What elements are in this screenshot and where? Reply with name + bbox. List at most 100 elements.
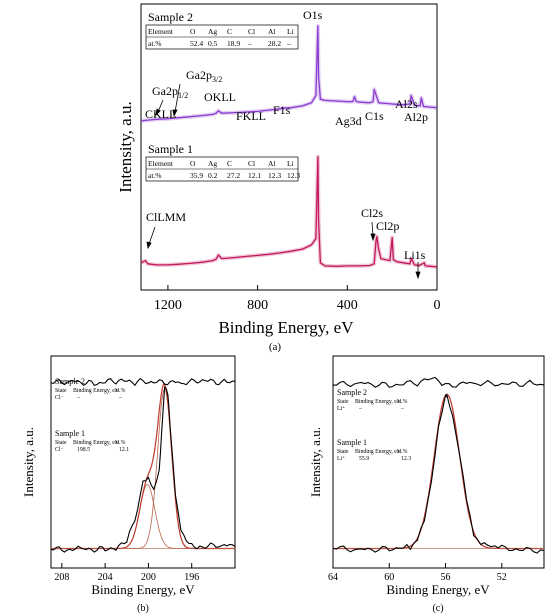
table-sample-1-header-3: C bbox=[227, 159, 232, 168]
panel-b-ylabel: Intensity, a.u. bbox=[21, 427, 36, 497]
panel-a-xlabel: Binding Energy, eV bbox=[218, 318, 354, 337]
panel-c-table-0-header-1: Binding Energy, eV bbox=[355, 399, 402, 405]
table-sample-2-cell-0: at.% bbox=[148, 39, 162, 48]
panel-b-table-1-header-0: State bbox=[55, 440, 67, 446]
panel-b-table-0-header-2: at.% bbox=[115, 388, 126, 394]
table-sample-1-cell-6: 12.3 bbox=[287, 171, 300, 180]
panel-a-tick-label-1200: 1200 bbox=[154, 298, 182, 313]
panel-b-fit-envelope bbox=[51, 383, 235, 550]
panel-b-tick-label-208: 208 bbox=[54, 572, 69, 583]
panel-c-tick-label-64: 64 bbox=[328, 572, 338, 583]
table-sample-1-cell-3: 27.2 bbox=[227, 171, 240, 180]
panel-b-caption: (b) bbox=[137, 603, 149, 614]
panel-c-table-0-header-2: at.% bbox=[397, 399, 408, 405]
panel-c-fit-envelope bbox=[333, 393, 543, 550]
panel-a-series-sample-2 bbox=[140, 25, 438, 122]
table-sample-1-cell-2: 0.2 bbox=[208, 171, 218, 180]
table-sample-2-header-5: Al bbox=[268, 27, 276, 36]
table-sample-1-cell-1: 35.9 bbox=[190, 171, 203, 180]
panel-b-table-title-1: Sample 1 bbox=[55, 429, 85, 438]
panel-c: 64 60 56 52 Binding Energy, eV Intensity, a… bbox=[308, 355, 545, 614]
table-sample-1-cell-4: 12.1 bbox=[248, 171, 261, 180]
table-sample-2-header-4: Cl bbox=[248, 27, 255, 36]
panel-c-tick-label-56: 56 bbox=[441, 572, 451, 583]
peak-label-ga2p12: Ga2p1/2 bbox=[152, 84, 188, 100]
peak-label-ag3d: Ag3d bbox=[335, 114, 362, 128]
peak-label-al2p: Al2p bbox=[404, 110, 428, 124]
peak-label-ckll: CKLL bbox=[145, 107, 176, 121]
panel-b-table-1-header-2: at.% bbox=[115, 440, 126, 446]
panel-b-table-0-cell-1: – bbox=[76, 395, 80, 401]
table-sample-2-cell-6: – bbox=[286, 39, 291, 48]
table-sample-2-header-1: O bbox=[190, 27, 196, 36]
table-sample-2-header-0: Element bbox=[148, 27, 174, 36]
table-sample-2-cell-2: 0.5 bbox=[208, 39, 218, 48]
peak-label-okll: OKLL bbox=[204, 90, 236, 104]
panel-c-table-1-header-1: Binding Energy, eV bbox=[355, 449, 402, 455]
panel-c-table-0-cell-1: – bbox=[358, 406, 362, 412]
panel-a-tick-label-0: 0 bbox=[434, 298, 441, 313]
peak-label-o1s: O1s bbox=[303, 8, 323, 22]
table-sample-2-cell-4: – bbox=[247, 39, 252, 48]
peak-label-f1s: F1s bbox=[273, 103, 291, 117]
peak-label-cl2s: Cl2s bbox=[361, 206, 383, 220]
table-sample-1-header-2: Ag bbox=[208, 159, 217, 168]
table-title-sample-1: Sample 1 bbox=[148, 142, 193, 156]
table-sample-2-header-2: Ag bbox=[208, 27, 217, 36]
panel-c-tick-label-52: 52 bbox=[497, 572, 507, 583]
table-sample-2-cell-5: 28.2 bbox=[268, 39, 281, 48]
panel-c-table-1-header-0: State bbox=[337, 449, 349, 455]
panel-c-series-sample-2 bbox=[332, 376, 545, 388]
table-sample-1-cell-5: 12.3 bbox=[268, 171, 281, 180]
panel-b-tick-label-196: 196 bbox=[184, 572, 199, 583]
table-sample-1-header-6: Li bbox=[287, 159, 294, 168]
table-sample-1-header-5: Al bbox=[268, 159, 276, 168]
table-sample-1-header-0: Element bbox=[148, 159, 174, 168]
panel-a-ylabel: Intensity, a.u. bbox=[116, 101, 135, 192]
panel-c-table-0-cell-2: – bbox=[400, 406, 404, 412]
table-sample-2-header-3: C bbox=[227, 27, 232, 36]
composition-table-sample-1: Element O Ag C Cl Al Li at.% 35.9 0.2 27.2 12.1 12.3… bbox=[145, 156, 300, 182]
panel-c-table-1-cell-2: 12.3 bbox=[401, 456, 411, 462]
panel-a-tick-label-400: 400 bbox=[337, 298, 358, 313]
panel-a-tick-label-800: 800 bbox=[247, 298, 268, 313]
panel-b-table-title-0: Sample 2 bbox=[55, 377, 85, 386]
table-title-sample-2: Sample 2 bbox=[148, 10, 193, 24]
peak-label-fkll: FKLL bbox=[236, 109, 266, 123]
peak-label-cllmm: ClLMM bbox=[146, 210, 186, 224]
panel-c-frame bbox=[332, 355, 545, 569]
panel-a-frame bbox=[140, 3, 438, 291]
panel-b-series-sample-2 bbox=[50, 377, 235, 387]
peak-label-c1s: C1s bbox=[365, 109, 384, 123]
panel-b-fit-component-2 bbox=[51, 387, 235, 549]
panel-c-table-title-1: Sample 1 bbox=[337, 438, 367, 447]
panel-c-table-1-header-2: at.% bbox=[397, 449, 408, 455]
panel-c-series-sample-1 bbox=[332, 393, 545, 554]
table-sample-1-header-1: O bbox=[190, 159, 196, 168]
panel-b-table-1-cell-2: 12.1 bbox=[119, 447, 129, 453]
panel-b-table-1-header-1: Binding Energy, eV bbox=[73, 440, 120, 446]
panel-c-table-title-0: Sample 2 bbox=[337, 388, 367, 397]
panel-c-caption: (c) bbox=[432, 603, 443, 614]
panel-b-series-sample-1 bbox=[50, 386, 236, 553]
panel-b-table-0-header-0: State bbox=[55, 388, 67, 394]
panel-b-frame bbox=[50, 355, 236, 569]
panel-c-table-0-cell-0: Li⁺ bbox=[337, 406, 345, 412]
panel-b-table-0-cell-0: Cl⁻ bbox=[55, 395, 64, 401]
table-sample-1-cell-0: at.% bbox=[148, 171, 162, 180]
panel-a-arrows bbox=[146, 83, 421, 280]
panel-b-tick-label-204: 204 bbox=[98, 572, 113, 583]
panel-a-caption: (a) bbox=[269, 341, 282, 353]
peak-label-al2s: Al2s bbox=[395, 97, 418, 111]
panel-c-table-1-cell-0: Li⁺ bbox=[337, 456, 345, 462]
panel-b-table-0-header-1: Binding Energy, eV bbox=[73, 388, 120, 394]
panel-a-series-sample-1 bbox=[140, 156, 438, 268]
panel-c-fit-component-1 bbox=[333, 393, 543, 549]
panel-c-table-1-cell-1: 55.9 bbox=[359, 456, 369, 462]
panel-c-tick-label-60: 60 bbox=[384, 572, 394, 583]
table-sample-1-header-4: Cl bbox=[248, 159, 255, 168]
table-sample-2-header-6: Li bbox=[287, 27, 294, 36]
peak-label-li1s: Li1s bbox=[404, 248, 426, 262]
